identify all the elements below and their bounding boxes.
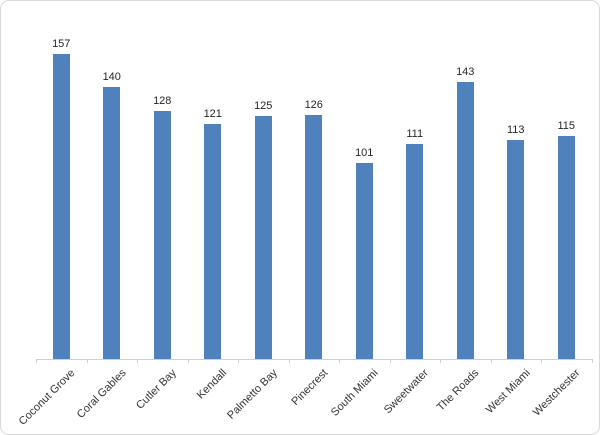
- category-label: Cutler Bay: [133, 367, 179, 412]
- bar: [557, 136, 575, 359]
- x-axis-line: [36, 359, 592, 360]
- category-label: Coral Gables: [74, 367, 129, 421]
- axis-tick: [187, 359, 189, 363]
- bar-value-label: 157: [52, 38, 71, 50]
- category-label: The Roads: [435, 367, 482, 414]
- bar-value-label: 140: [102, 71, 121, 83]
- bar-value-label: 121: [203, 108, 222, 120]
- bar-value-label: 126: [304, 99, 323, 111]
- bar: [254, 116, 272, 359]
- bar: [355, 163, 373, 359]
- bar: [153, 111, 171, 359]
- category-label: Palmetto Bay: [224, 367, 280, 422]
- bar: [204, 124, 222, 359]
- bar-value-label: 128: [153, 95, 172, 107]
- bar: [507, 140, 525, 359]
- bar-value-label: 113: [506, 124, 525, 136]
- axis-tick: [288, 359, 290, 363]
- bar-value-label: 125: [254, 100, 273, 112]
- axis-tick: [490, 359, 492, 363]
- axis-tick: [238, 359, 239, 363]
- axis-tick: [339, 359, 340, 363]
- category-label: Pinecrest: [289, 367, 331, 408]
- bar-value-label: 101: [355, 147, 374, 159]
- category-label: Kendall: [194, 367, 230, 402]
- axis-tick: [440, 359, 441, 363]
- axis-tick: [389, 359, 391, 363]
- category-label: West Miami: [483, 367, 533, 416]
- axis-tick: [137, 359, 138, 363]
- axis-tick: [36, 359, 37, 363]
- bar-value-label: 115: [557, 120, 576, 132]
- bar-value-label: 143: [456, 66, 475, 78]
- category-label: South Miami: [329, 367, 381, 419]
- category-label: Westchester: [531, 367, 583, 419]
- bar: [52, 54, 70, 359]
- category-label: Sweetwater: [382, 367, 432, 417]
- bar: [456, 82, 474, 359]
- bar: [103, 87, 121, 359]
- category-label: Coconut Grove: [16, 367, 78, 428]
- bar: [305, 115, 323, 359]
- axis-tick: [86, 359, 88, 363]
- axis-tick: [591, 359, 593, 363]
- axis-tick: [541, 359, 542, 363]
- bar: [406, 144, 424, 359]
- bar-value-label: 111: [406, 128, 424, 140]
